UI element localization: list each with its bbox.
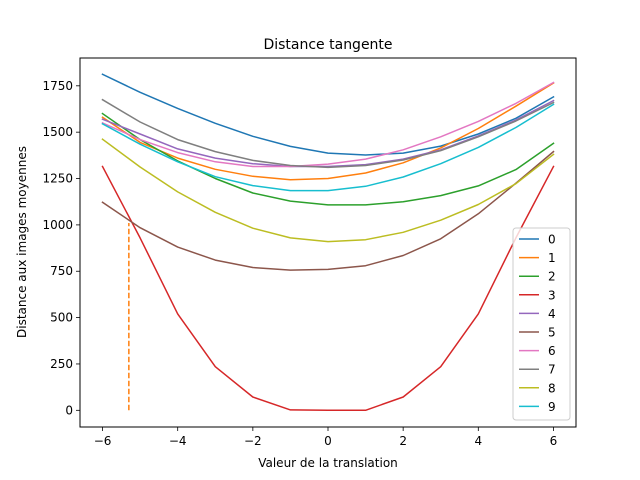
x-tick-label: −2 <box>244 434 262 448</box>
y-tick-label: 0 <box>65 403 73 417</box>
x-tick-label: 2 <box>399 434 407 448</box>
x-axis-label: Valeur de la translation <box>258 456 398 470</box>
y-axis: 0 250 500 750 1000 1250 1500 1750 <box>42 79 80 417</box>
x-tick-label: 4 <box>474 434 482 448</box>
legend-label-5: 5 <box>548 326 556 340</box>
series-line-4 <box>101 99 555 168</box>
x-tick-label: 6 <box>550 434 558 448</box>
legend-label-4: 4 <box>548 307 556 321</box>
y-tick-label: 1250 <box>42 172 73 186</box>
chart-title: Distance tangente <box>263 37 392 53</box>
y-tick-label: 500 <box>50 311 73 325</box>
legend-label-0: 0 <box>548 233 556 247</box>
y-axis-label: Distance aux images moyennes <box>15 146 29 338</box>
legend-label-1: 1 <box>548 251 556 265</box>
y-tick-label: 1000 <box>42 218 73 232</box>
legend-label-8: 8 <box>548 381 556 395</box>
x-tick-label: −6 <box>94 434 112 448</box>
series-layer <box>101 73 555 412</box>
x-tick-label: 0 <box>324 434 332 448</box>
legend-label-2: 2 <box>548 270 556 284</box>
series-line-1 <box>101 81 555 181</box>
series-line-8 <box>101 138 555 243</box>
legend-label-9: 9 <box>548 400 556 414</box>
legend-label-3: 3 <box>548 288 556 302</box>
y-tick-label: 750 <box>50 264 73 278</box>
series-line-2 <box>101 112 555 206</box>
x-axis: −6 −4 −2 0 2 4 6 <box>94 427 558 448</box>
series-line-7 <box>101 98 555 169</box>
legend-label-6: 6 <box>548 344 556 358</box>
series-line-6 <box>101 81 555 168</box>
y-tick-label: 250 <box>50 357 73 371</box>
y-tick-label: 1500 <box>42 125 73 139</box>
legend-label-7: 7 <box>548 363 556 377</box>
series-line-3 <box>101 165 555 412</box>
y-tick-label: 1750 <box>42 79 73 93</box>
legend-box <box>512 227 571 421</box>
series-line-5 <box>101 150 555 271</box>
x-tick-label: −4 <box>169 434 187 448</box>
plot-area <box>101 73 555 412</box>
series-line-0 <box>101 73 555 156</box>
series-line-9 <box>101 103 555 192</box>
legend: 0 1 2 3 4 5 6 7 8 9 <box>512 227 571 421</box>
